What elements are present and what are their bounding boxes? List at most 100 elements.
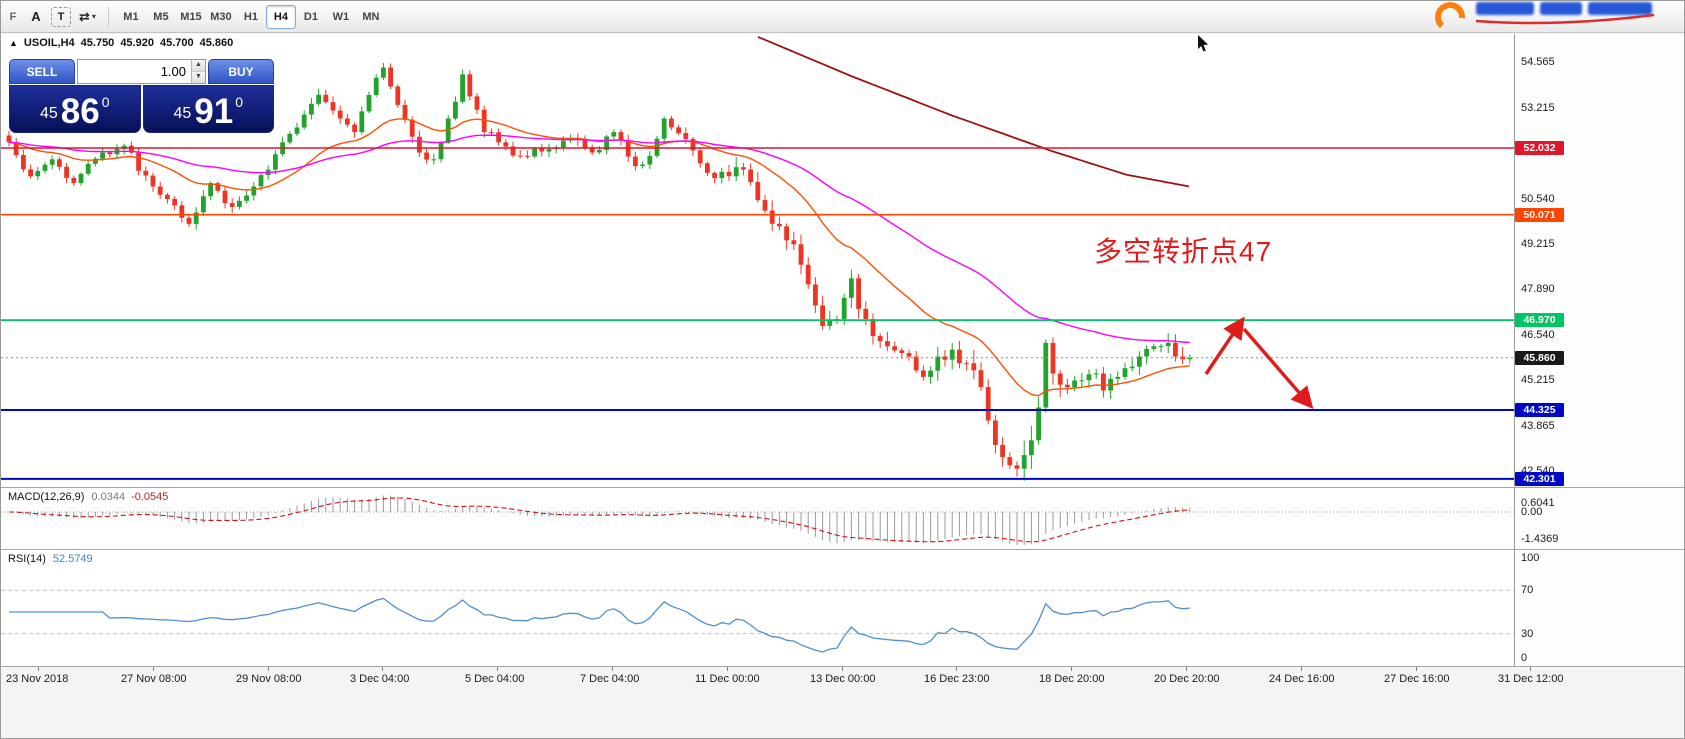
time-axis-tick [153, 667, 154, 671]
rsi-panel[interactable]: RSI(14) 52.5749 [1, 550, 1514, 666]
price-scale[interactable]: 0.6041 0.00 -1.4369 100 70 30 0 54.565 53… [1514, 34, 1684, 667]
volume-input[interactable]: 1.00 [160, 64, 186, 79]
price-badge: 45.860 [1515, 351, 1564, 365]
rsi-chart[interactable] [1, 550, 1514, 666]
candlestick-chart[interactable] [1, 34, 1514, 487]
rsi-scale-30: 30 [1521, 628, 1534, 640]
macd-main-value: 0.0344 [91, 491, 126, 503]
ask-pips: 91 [194, 92, 234, 132]
time-axis-tick [268, 667, 269, 671]
logo-swoosh [1435, 2, 1466, 29]
macd-chart[interactable] [1, 488, 1514, 549]
rsi-scale-0: 0 [1521, 652, 1528, 664]
time-axis-label: 20 Dec 20:00 [1154, 673, 1220, 685]
logo-underline-swoosh [1475, 13, 1655, 25]
timeframe-h1-button[interactable]: H1 [243, 10, 258, 23]
time-axis-label: 3 Dec 04:00 [350, 673, 410, 685]
macd-scale-zero: 0.00 [1521, 506, 1543, 518]
panel-divider[interactable] [1, 487, 1684, 488]
time-axis-tick [1071, 667, 1072, 671]
time-axis[interactable]: 23 Nov 2018 27 Nov 08:00 29 Nov 08:00 3 Dec… [1, 667, 1684, 738]
timeframe-group: M1 M5 M15 M30 H1 H4 D1 W1 MN [116, 4, 386, 29]
rsi-scale-100: 100 [1521, 552, 1540, 564]
time-axis-label: 27 Nov 08:00 [121, 673, 187, 685]
quote-low: 45.700 [159, 37, 194, 49]
time-axis-label: 13 Dec 00:00 [810, 673, 876, 685]
rsi-label-row: RSI(14) 52.5749 [8, 553, 93, 565]
time-axis-label: 23 Nov 2018 [6, 673, 69, 685]
timeframe-m30-button[interactable]: M30 [210, 10, 232, 23]
time-axis-tick [497, 667, 498, 671]
text-label-tool[interactable]: A [31, 9, 41, 24]
price-badge: 52.032 [1515, 141, 1564, 155]
price-axis-label: 45.215 [1521, 374, 1555, 386]
time-axis-label: 29 Nov 08:00 [236, 673, 302, 685]
macd-scale-max: 0.6041 [1521, 497, 1555, 509]
volume-spinner: ▲ ▼ [191, 60, 205, 83]
timeframe-m5-button[interactable]: M5 [153, 10, 169, 23]
time-axis-label: 16 Dec 23:00 [924, 673, 990, 685]
buy-button[interactable]: BUY [208, 59, 274, 84]
bid-pipette: 0 [101, 94, 110, 110]
quote-line: ▲ USOIL,H4 45.750 45.920 45.700 45.860 [9, 37, 233, 49]
chart-annotation-text: 多空转折点47 [1094, 236, 1273, 267]
price-badge: 44.325 [1515, 403, 1564, 417]
time-axis-label: 11 Dec 00:00 [695, 673, 760, 685]
time-axis-label: 5 Dec 04:00 [465, 673, 525, 685]
text-tool[interactable]: T [51, 6, 71, 27]
clipped-toolbar-icon[interactable]: F [9, 10, 17, 23]
rsi-value: 52.5749 [52, 553, 93, 565]
time-axis-tick [727, 667, 728, 671]
time-axis-tick [382, 667, 383, 671]
broker-logo [1428, 1, 1678, 30]
chevron-down-icon: ▾ [91, 12, 96, 21]
ask-pipette: 0 [235, 94, 244, 110]
price-axis-label: 49.215 [1521, 238, 1555, 250]
time-axis-tick [956, 667, 957, 671]
expand-icon[interactable]: ▲ [9, 38, 18, 48]
bid-price-display[interactable]: 45 86 0 [9, 85, 141, 133]
timeframe-d1-button[interactable]: D1 [303, 10, 318, 23]
timeframe-h4-button[interactable]: H4 [265, 4, 296, 29]
price-badge: 42.301 [1515, 472, 1564, 486]
toolbar-separator [107, 6, 109, 27]
price-axis-label: 43.865 [1521, 420, 1555, 432]
time-axis-tick [1416, 667, 1417, 671]
sell-button[interactable]: SELL [9, 59, 75, 84]
quote-close: 45.860 [199, 37, 234, 49]
volume-up-button[interactable]: ▲ [192, 60, 205, 72]
panel-divider[interactable] [1, 549, 1684, 550]
bid-pips: 86 [60, 92, 100, 132]
timeframe-mn-button[interactable]: MN [362, 10, 380, 23]
time-axis-label: 7 Dec 04:00 [580, 673, 640, 685]
bid-whole: 45 [39, 105, 58, 122]
time-axis-tick [842, 667, 843, 671]
price-axis-label: 53.215 [1521, 102, 1555, 114]
price-axis-label: 47.890 [1521, 283, 1555, 295]
macd-label: MACD(12,26,9) [8, 491, 85, 503]
time-axis-tick [1530, 667, 1531, 671]
time-axis-label: 27 Dec 16:00 [1384, 673, 1450, 685]
time-axis-label: 24 Dec 16:00 [1269, 673, 1335, 685]
price-badge: 46.970 [1515, 313, 1564, 327]
timeframe-m15-button[interactable]: M15 [180, 10, 202, 23]
macd-panel[interactable]: MACD(12,26,9) 0.0344 -0.0545 [1, 488, 1514, 549]
timeframe-w1-button[interactable]: W1 [332, 10, 350, 23]
line-studies-tool[interactable]: ⇄ ▾ [79, 8, 96, 24]
ask-price-display[interactable]: 45 91 0 [142, 85, 274, 133]
symbol-period: USOIL,H4 [23, 37, 75, 49]
time-axis-label: 31 Dec 12:00 [1498, 673, 1564, 685]
main-chart-panel[interactable]: ▲ USOIL,H4 45.750 45.920 45.700 45.860 S… [1, 34, 1514, 487]
volume-down-button[interactable]: ▼ [192, 72, 205, 83]
timeframe-m1-button[interactable]: M1 [123, 10, 139, 23]
rsi-label: RSI(14) [8, 553, 46, 565]
panel-divider[interactable] [1, 666, 1684, 667]
time-axis-tick [38, 667, 39, 671]
price-axis-label: 54.565 [1521, 56, 1555, 68]
time-axis-tick [1186, 667, 1187, 671]
price-axis-label: 46.540 [1521, 329, 1555, 341]
one-click-trading-panel: SELL 1.00 ▲ ▼ BUY 45 86 0 45 91 0 [9, 59, 274, 133]
time-axis-tick [1301, 667, 1302, 671]
price-badge: 50.071 [1515, 208, 1564, 222]
